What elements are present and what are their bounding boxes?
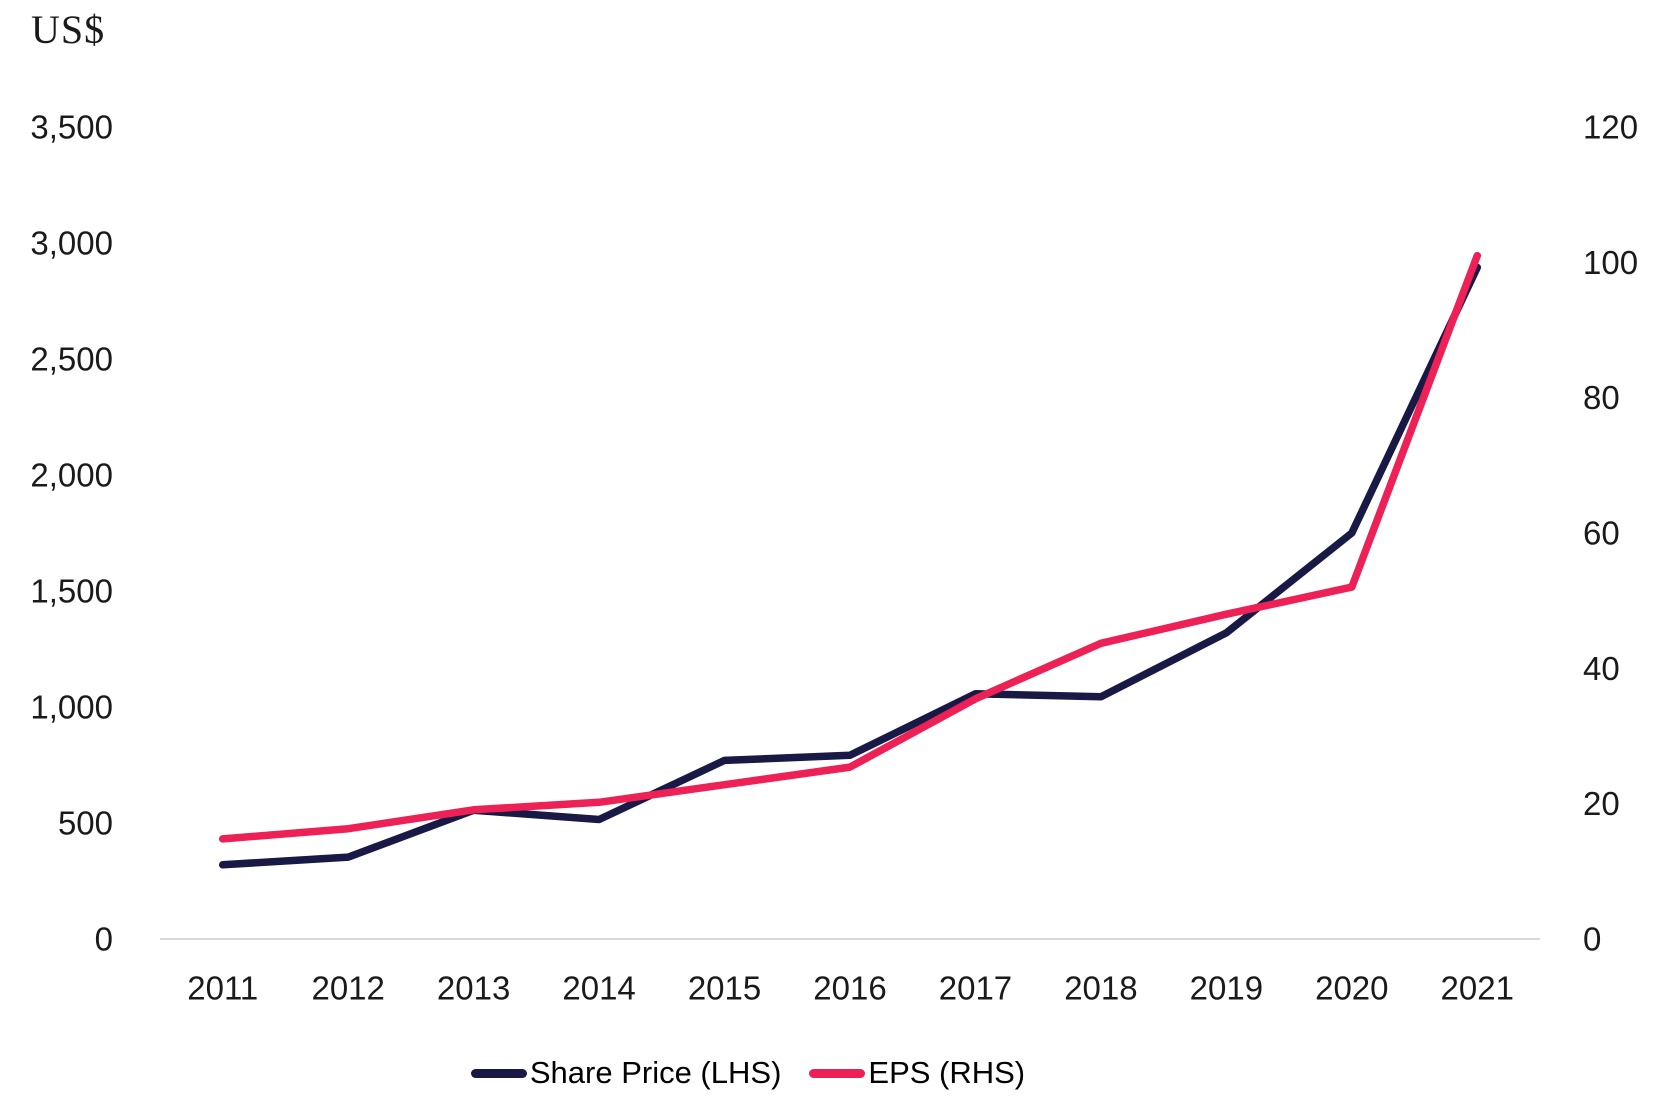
left-axis-tick-label: 500 — [58, 805, 113, 842]
x-axis-tick-label: 2020 — [1315, 970, 1388, 1007]
x-axis-tick-label: 2016 — [813, 970, 886, 1007]
left-axis-tick-label: 0 — [95, 921, 113, 958]
series-line-share-price — [218, 263, 1482, 869]
right-axis-tick-label: 100 — [1583, 244, 1638, 281]
x-axis-tick-label: 2017 — [939, 970, 1012, 1007]
left-axis-tick-label: 3,000 — [30, 225, 113, 262]
x-axis-tick-label: 2015 — [688, 970, 761, 1007]
right-axis-tick-label: 60 — [1583, 515, 1620, 552]
x-axis-tick-label: 2012 — [311, 970, 384, 1007]
x-axis-tick-label: 2013 — [437, 970, 510, 1007]
legend-item-share-price: Share Price (LHS) — [470, 1055, 782, 1091]
legend: Share Price (LHS) EPS (RHS) — [0, 1048, 1496, 1098]
x-axis-tick-label: 2021 — [1441, 970, 1514, 1007]
left-axis-tick-label: 3,500 — [30, 109, 113, 146]
right-axis-tick-label: 0 — [1583, 921, 1601, 958]
x-axis-tick-label: 2014 — [562, 970, 635, 1007]
share-price-line-swatch — [470, 1068, 527, 1078]
legend-label-eps: EPS (RHS) — [868, 1055, 1026, 1090]
right-axis-tick-label: 120 — [1583, 109, 1638, 146]
x-axis-tick-label: 2019 — [1190, 970, 1263, 1007]
legend-item-eps: EPS (RHS) — [809, 1055, 1025, 1091]
right-axis-tick-label: 80 — [1583, 379, 1620, 416]
left-axis-tick-label: 2,500 — [30, 341, 113, 378]
left-axis-title: US$ — [31, 7, 106, 52]
right-axis-tick-label: 40 — [1583, 650, 1620, 687]
left-axis-tick-label: 1,500 — [30, 573, 113, 610]
right-axis-tick-label: 20 — [1583, 785, 1620, 822]
x-axis-tick-label: 2011 — [187, 970, 258, 1007]
left-axis-tick-label: 1,000 — [30, 689, 113, 726]
left-axis-tick-label: 2,000 — [30, 457, 113, 494]
x-axis-tick-label: 2018 — [1064, 970, 1137, 1007]
legend-label-share-price: Share Price (LHS) — [529, 1055, 782, 1090]
series-line-eps — [218, 251, 1482, 843]
eps-line-swatch — [809, 1068, 866, 1078]
